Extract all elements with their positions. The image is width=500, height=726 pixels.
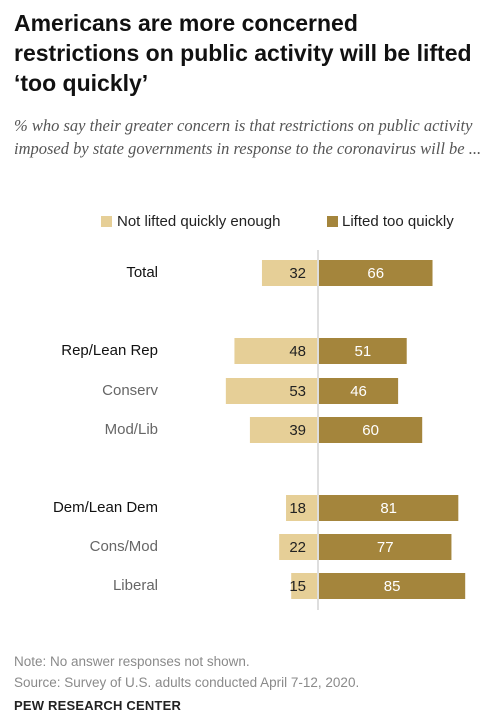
legend-swatch-too-quickly <box>327 216 338 227</box>
data-label-too-quickly: 60 <box>362 422 379 439</box>
bar-not-lifted <box>234 338 317 364</box>
category-label: Liberal <box>113 577 158 594</box>
category-label: Conserv <box>102 382 158 399</box>
bar-too-quickly <box>319 378 399 404</box>
data-label-too-quickly: 51 <box>355 343 372 360</box>
bar-too-quickly <box>319 338 407 364</box>
data-label-too-quickly: 77 <box>377 539 394 556</box>
data-label-too-quickly: 81 <box>380 500 397 517</box>
data-label-not-lifted: 53 <box>289 383 306 400</box>
brand-label: PEW RESEARCH CENTER <box>14 698 182 713</box>
category-label: Cons/Mod <box>90 538 158 555</box>
bar-not-lifted <box>249 417 317 443</box>
category-label: Rep/Lean Rep <box>61 342 158 359</box>
data-label-not-lifted: 32 <box>289 265 306 282</box>
bar-too-quickly <box>319 573 466 599</box>
diverging-bar-chart: Not lifted quickly enough Lifted too quic… <box>53 213 466 610</box>
data-label-not-lifted: 22 <box>289 539 306 556</box>
bar-not-lifted <box>225 378 317 404</box>
bar-not-lifted <box>291 573 317 599</box>
data-label-not-lifted: 18 <box>289 500 306 517</box>
category-label: Mod/Lib <box>105 421 158 438</box>
data-label-not-lifted: 15 <box>289 578 306 595</box>
data-label-not-lifted: 48 <box>289 343 306 360</box>
bar-too-quickly <box>319 260 433 286</box>
bar-not-lifted <box>261 260 317 286</box>
bar-too-quickly <box>319 534 452 560</box>
chart-subtitle: % who say their greater concern is that … <box>14 116 482 158</box>
chart-note: Note: No answer responses not shown. <box>14 654 250 669</box>
data-label-too-quickly: 85 <box>384 578 401 595</box>
chart-source: Source: Survey of U.S. adults conducted … <box>14 675 360 690</box>
bar-too-quickly <box>319 417 423 443</box>
data-label-too-quickly: 46 <box>350 383 367 400</box>
legend-label-not-lifted: Not lifted quickly enough <box>117 213 280 230</box>
bar-too-quickly <box>319 495 459 521</box>
bar-not-lifted <box>279 534 317 560</box>
data-label-not-lifted: 39 <box>289 422 306 439</box>
category-label: Dem/Lean Dem <box>53 499 158 516</box>
category-label: Total <box>126 264 158 281</box>
legend-swatch-not-lifted <box>101 216 112 227</box>
data-label-too-quickly: 66 <box>367 265 384 282</box>
bar-not-lifted <box>286 495 317 521</box>
legend-label-too-quickly: Lifted too quickly <box>342 213 454 230</box>
chart-title: Americans are more concerned restriction… <box>14 10 472 96</box>
